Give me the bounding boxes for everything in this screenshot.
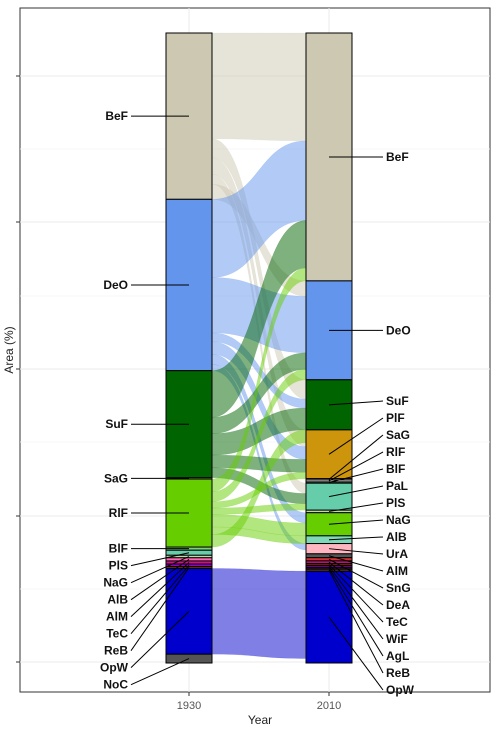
flow-BeF-BeF [211,32,307,142]
label-leader-2010-BlF [328,468,384,484]
label-leader-2010-TeC [328,564,384,623]
label-1930-BlF: BlF [109,542,128,556]
label-1930-NaG: NaG [103,576,128,590]
x-axis-title: Year [248,713,272,727]
label-1930-SuF: SuF [105,417,128,431]
label-2010-UrA: UrA [386,547,408,561]
label-leader-1930-NoC [130,658,190,686]
label-2010-SaG: SaG [386,428,410,442]
label-2010-PaL: PaL [386,479,408,493]
label-leader-2010-AlB [328,536,384,541]
flow-layer [211,32,307,659]
stratum-2010-PlF [305,429,353,480]
label-2010-TeC: TeC [386,615,408,629]
label-1930-AlB: AlB [107,593,128,607]
label-leader-1930-AlM [130,562,190,618]
label-2010-ReB: ReB [386,666,410,680]
label-leader-1930-AlB [130,558,190,601]
label-leader-2010-NaG [328,519,384,525]
label-1930-ReB: ReB [104,644,128,658]
label-leader-2010-PlS [328,502,384,512]
label-leader-2010-PaL [328,485,384,498]
flow-OpW-OpW [211,568,307,659]
label-2010-PlF: PlF [386,411,405,425]
label-leader-1930-ReB [130,567,190,651]
x-tick-label: 1930 [177,700,201,712]
label-leader-2010-WiF [328,566,384,640]
label-leader-2010-AgL [328,568,384,657]
label-1930-TeC: TeC [106,627,128,641]
label-2010-RlF: RlF [386,445,405,459]
label-leader-2010-SuF [328,400,384,406]
label-2010-PlS: PlS [386,496,405,510]
label-2010-AlB: AlB [386,530,407,544]
label-2010-SuF: SuF [386,394,409,408]
label-leader-2010-PlF [328,417,384,455]
label-layer: BeF DeO SuF SaG RlF BlF PlS NaG AlB AlM TeC ReB OpW N… [100,109,415,697]
label-leader-2010-UrA [328,548,384,555]
label-leader-2010-DeA [328,561,384,606]
label-2010-SnG: SnG [386,581,411,595]
label-2010-AlM: AlM [386,564,408,578]
label-2010-NaG: NaG [386,513,411,527]
label-1930-DeO: DeO [103,278,128,292]
label-leader-2010-ReB [328,569,384,674]
label-2010-DeA: DeA [386,598,410,612]
label-leader-2010-RlF [328,451,384,482]
x-tick-label: 2010 [317,700,341,712]
label-2010-WiF: WiF [386,632,408,646]
label-leader-1930-NaG [130,556,190,584]
label-2010-BeF: BeF [386,150,409,164]
label-2010-OpW: OpW [386,683,415,697]
label-1930-NoC: NoC [103,678,128,692]
label-1930-SaG: SaG [104,471,128,485]
label-1930-OpW: OpW [100,661,129,675]
label-2010-DeO: DeO [386,323,411,337]
label-1930-PlS: PlS [109,559,128,573]
label-leader-2010-SnG [328,558,384,589]
label-leader-1930-TeC [130,565,190,634]
label-2010-AgL: AgL [386,649,409,663]
stratum-1930-OpW [165,568,213,655]
stratum-1930-NoC [165,653,213,664]
y-axis-title: Area (%) [2,326,16,373]
label-1930-AlM: AlM [106,610,128,624]
label-leader-2010-SaG [328,434,384,480]
label-leader-2010-AlM [328,555,384,572]
label-leader-2010-OpW [328,616,384,691]
label-leader-1930-OpW [130,610,190,669]
label-leader-1930-PlS [130,552,190,567]
label-2010-BlF: BlF [386,462,405,476]
label-1930-BeF: BeF [105,109,128,123]
label-1930-RlF: RlF [109,506,128,520]
